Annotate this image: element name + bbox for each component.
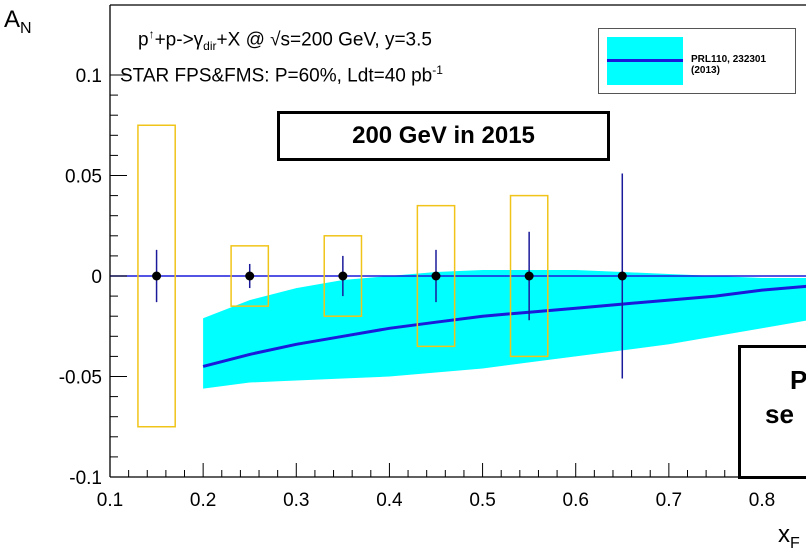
highlight-label: 200 GeV in 2015: [277, 111, 610, 161]
systematic-box: [137, 124, 176, 428]
systematic-box: [509, 194, 549, 358]
theory-band: [203, 270, 806, 389]
data-point: [338, 271, 348, 281]
data-point: [431, 271, 441, 281]
polarization-arrow: ↑: [148, 27, 155, 41]
data-point: [617, 271, 627, 281]
legend-entry-label: PRL110, 232301 (2013): [691, 54, 767, 76]
x-axis-title-main: x: [778, 521, 790, 548]
y-tick-label: -0.05: [59, 368, 102, 389]
process-suffix: +X @ √s=200 GeV, y=3.5: [216, 29, 432, 51]
point-layer: [152, 173, 627, 379]
data-point: [524, 271, 534, 281]
star-label-sup: -1: [432, 63, 443, 77]
partial-line-1: P: [790, 365, 806, 395]
y-axis-title-sub: N: [20, 19, 32, 37]
y-tick-label: 0.05: [65, 167, 102, 188]
process-mid: +p->γ: [154, 29, 204, 51]
star-label: STAR FPS&FMS: P=60%, Ldt=40 pb-1: [120, 63, 443, 87]
process-label: p↑+p->γdir+X @ √s=200 GeV, y=3.5: [138, 27, 432, 53]
box-layer: [137, 124, 549, 428]
partial-label: P se: [738, 345, 806, 479]
y-tick-label: 0.1: [76, 66, 102, 87]
x-tick-label: 0.2: [190, 490, 216, 511]
x-tick-label: 0.7: [656, 490, 682, 511]
x-axis-title: xF: [778, 521, 800, 553]
frame-layer: [109, 4, 806, 478]
band-layer: [202, 270, 806, 389]
star-label-text: STAR FPS&FMS: P=60%, Ldt=40 pb: [120, 65, 433, 87]
x-tick-label: 0.5: [469, 490, 495, 511]
legend: PRL110, 232301 (2013): [598, 28, 796, 94]
systematic-box: [230, 245, 270, 307]
process-sub: dir: [203, 39, 217, 54]
highlight-text: 200 GeV in 2015: [352, 122, 535, 149]
tick-layer: 0.1 0.2 0.3 0.4 0.5 0.6 0.7 0.8 -0.1 -0.05 0 0.05 0.…: [59, 66, 776, 511]
data-point: [152, 271, 162, 281]
theory-curve: [202, 284, 806, 368]
y-tick-label: 0: [91, 267, 102, 288]
legend-curve-swatch: [607, 59, 683, 62]
x-tick-label: 0.8: [749, 490, 775, 511]
systematic-box: [323, 235, 363, 317]
process-prefix: p: [138, 29, 149, 51]
x-tick-label: 0.1: [97, 490, 123, 511]
x-axis-title-sub: F: [790, 534, 800, 552]
data-point: [245, 271, 255, 281]
x-tick-label: 0.3: [283, 490, 309, 511]
y-tick-label: -0.1: [69, 468, 102, 489]
partial-line-2: se: [765, 399, 794, 429]
x-tick-label: 0.4: [376, 490, 403, 511]
y-axis-title: AN: [4, 6, 32, 38]
systematic-box: [416, 204, 456, 348]
x-tick-label: 0.6: [563, 490, 589, 511]
y-axis-title-main: A: [4, 6, 21, 33]
